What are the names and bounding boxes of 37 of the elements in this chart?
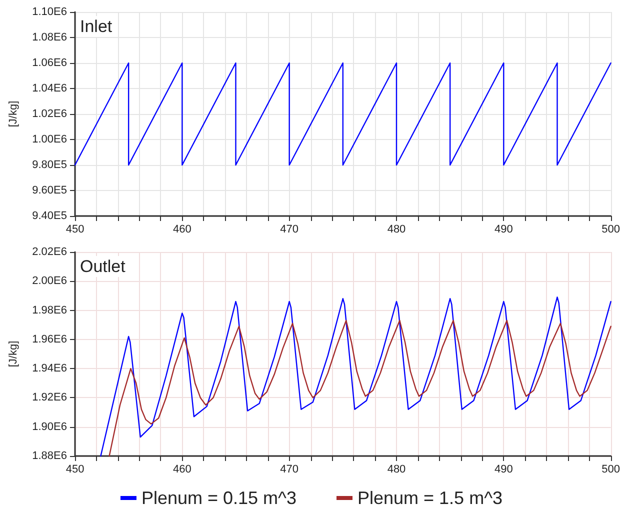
x-tick-label: 490 bbox=[494, 224, 513, 236]
y-tick-label: 1.94E6 bbox=[32, 362, 67, 375]
chart-title: Inlet bbox=[80, 17, 112, 36]
y-tick-label: 1.98E6 bbox=[32, 304, 67, 316]
y-tick-label: 1.10E6 bbox=[32, 6, 67, 18]
y-axis-title: [J/kg] bbox=[8, 100, 20, 128]
y-tick-label: 2.02E6 bbox=[32, 246, 67, 258]
y-tick-label: 2.00E6 bbox=[32, 275, 67, 288]
legend-label: Plenum = 0.15 m^3 bbox=[141, 488, 297, 508]
y-tick-label: 1.96E6 bbox=[32, 333, 67, 346]
x-tick-label: 470 bbox=[280, 224, 299, 236]
x-tick-label: 460 bbox=[172, 464, 192, 476]
x-tick-label: 490 bbox=[494, 464, 513, 476]
x-tick-label: 480 bbox=[387, 464, 406, 476]
y-tick-label: 1.00E6 bbox=[32, 134, 67, 146]
y-tick-label: 1.08E6 bbox=[32, 32, 67, 44]
line-series bbox=[108, 320, 612, 457]
line-series bbox=[100, 296, 612, 457]
y-tick-label: 9.80E5 bbox=[32, 159, 67, 171]
y-tick-label: 1.90E6 bbox=[32, 420, 67, 433]
y-tick-label: 9.60E5 bbox=[32, 184, 67, 196]
y-tick-label: 1.04E6 bbox=[32, 82, 67, 94]
x-tick-label: 500 bbox=[602, 464, 620, 476]
x-tick-label: 500 bbox=[602, 224, 620, 236]
x-tick-label: 480 bbox=[387, 224, 406, 236]
x-tick-label: 450 bbox=[66, 464, 84, 476]
x-tick-label: 460 bbox=[172, 224, 192, 236]
y-tick-label: 1.88E6 bbox=[32, 450, 67, 462]
x-tick-label: 450 bbox=[66, 224, 84, 236]
x-tick-label: 470 bbox=[280, 464, 299, 476]
y-axis-title: [J/kg] bbox=[8, 340, 20, 368]
chart-title: Outlet bbox=[80, 257, 126, 276]
y-tick-label: 1.92E6 bbox=[32, 392, 67, 404]
y-tick-label: 9.40E5 bbox=[32, 210, 67, 222]
y-tick-label: 1.02E6 bbox=[32, 108, 67, 120]
y-tick-label: 1.06E6 bbox=[32, 57, 67, 69]
legend-label: Plenum = 1.5 m^3 bbox=[358, 488, 503, 508]
